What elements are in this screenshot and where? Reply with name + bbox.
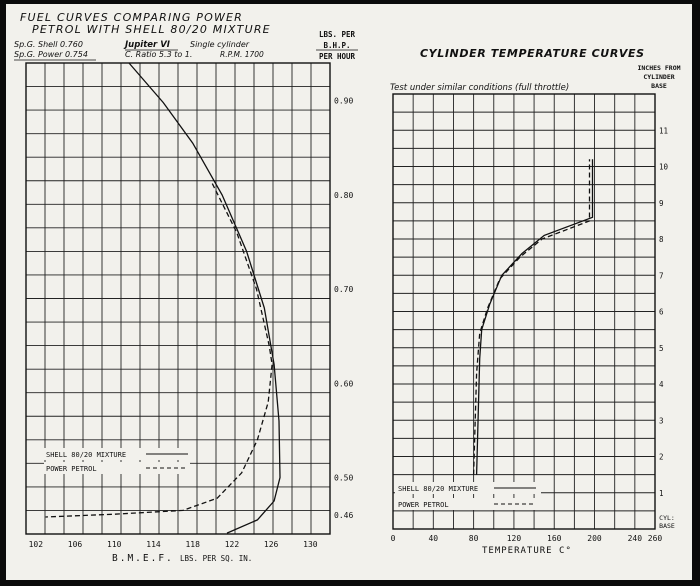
fuel-curves-chart: 102 106 110 114 118 122 126 130 0.46 0.50 0.60 0.70… xyxy=(25,30,358,564)
right-x-tick-label: 240 xyxy=(628,534,643,543)
right-title: CYLINDER TEMPERATURE CURVES xyxy=(420,47,645,60)
left-y-tick-label: 0.50 xyxy=(334,473,353,482)
right-y-tick-label: 9 xyxy=(659,199,664,208)
left-y-tick-label: 0.90 xyxy=(334,97,353,106)
right-x-tick-label: 40 xyxy=(428,534,438,543)
right-grid xyxy=(392,93,656,530)
right-y-base-label: BASE xyxy=(659,522,675,530)
left-legend-backdrop xyxy=(44,448,190,460)
left-legend-label: SHELL 80/20 MIXTURE xyxy=(46,451,126,459)
right-y-tick-label: 4 xyxy=(659,380,664,389)
left-legend-label: POWER PETROL xyxy=(46,465,97,473)
right-subtitle: Test under similar conditions (full thro… xyxy=(390,83,569,93)
right-x-tick-label: 200 xyxy=(587,534,602,543)
right-y-tick-label: 2 xyxy=(659,453,664,462)
left-y-axis-label: B.H.P. xyxy=(323,41,350,50)
right-y-axis-label: BASE xyxy=(651,82,667,90)
left-series-line xyxy=(45,183,273,518)
right-series-line xyxy=(472,159,591,475)
left-y-tick-label: 0.46 xyxy=(334,511,353,520)
right-series-line xyxy=(475,159,594,475)
engine-type: Single cylinder xyxy=(190,40,250,49)
left-y-tick-label: 0.70 xyxy=(334,285,353,294)
left-title-line1: FUEL CURVES COMPARING POWER xyxy=(20,11,243,24)
right-y-tick-label: 3 xyxy=(659,416,664,425)
right-x-tick-label: 160 xyxy=(547,534,562,543)
right-frame xyxy=(392,93,656,530)
left-y-tick-label: 0.80 xyxy=(334,191,353,200)
cylinder-temperature-chart: 0 40 80 120 160 200 240 260 1 2 3 4 5 6 7 8 9 10 11 TEMPERA… xyxy=(391,64,681,556)
left-x-tick-label: 110 xyxy=(107,540,122,549)
left-x-axis-units: LBS. PER SQ. IN. xyxy=(180,554,252,563)
right-y-tick-label: 7 xyxy=(659,271,664,280)
left-title-line2: PETROL WITH SHELL 80/20 MIXTURE xyxy=(32,23,271,36)
right-y-tick-label: 11 xyxy=(659,126,668,135)
left-legend-backdrop xyxy=(44,462,190,474)
right-x-tick-label: 260 xyxy=(648,534,663,543)
right-x-tick-label: 0 xyxy=(391,534,396,543)
right-x-tick-label: 80 xyxy=(469,534,479,543)
right-y-base-label: CYL: xyxy=(659,514,675,522)
right-y-axis-label: INCHES FROM xyxy=(637,64,680,72)
right-y-tick-label: 1 xyxy=(659,489,664,498)
left-x-axis-label: B.M.E.F. xyxy=(112,553,174,564)
left-x-tick-label: 114 xyxy=(146,540,161,549)
engine-name: Jupiter VI xyxy=(123,40,170,50)
left-x-tick-label: 130 xyxy=(303,540,318,549)
right-y-tick-label: 8 xyxy=(659,235,664,244)
right-legend-label: SHELL 80/20 MIXTURE xyxy=(398,485,478,493)
right-legend-label: POWER PETROL xyxy=(398,501,449,509)
engine-rpm: R.P.M. 1700 xyxy=(220,50,264,59)
right-legend-backdrop xyxy=(395,498,541,510)
right-legend-backdrop xyxy=(395,482,541,494)
left-frame xyxy=(25,62,331,535)
left-x-tick-label: 102 xyxy=(29,540,44,549)
right-x-axis-label: TEMPERATURE C° xyxy=(482,546,572,556)
left-x-tick-label: 126 xyxy=(264,540,279,549)
right-x-tick-label: 120 xyxy=(507,534,522,543)
chart-sheet xyxy=(6,4,692,580)
left-x-tick-label: 106 xyxy=(68,540,83,549)
right-y-tick-label: 10 xyxy=(659,163,669,172)
compression-ratio: C. Ratio 5.3 to 1. xyxy=(125,50,192,59)
spec-power: Sp.G. Power 0.754 xyxy=(14,50,88,59)
left-x-tick-label: 122 xyxy=(225,540,240,549)
left-y-axis-label: PER HOUR xyxy=(319,52,356,61)
left-series-line xyxy=(128,62,281,534)
right-y-axis-label: CYLINDER xyxy=(643,73,674,81)
spec-shell: Sp.G. Shell 0.760 xyxy=(14,40,83,49)
left-y-tick-label: 0.60 xyxy=(334,379,353,388)
right-y-tick-label: 6 xyxy=(659,308,664,317)
right-y-tick-label: 5 xyxy=(659,344,664,353)
left-x-tick-label: 118 xyxy=(185,540,200,549)
left-y-axis-label: LBS. PER xyxy=(319,30,356,39)
